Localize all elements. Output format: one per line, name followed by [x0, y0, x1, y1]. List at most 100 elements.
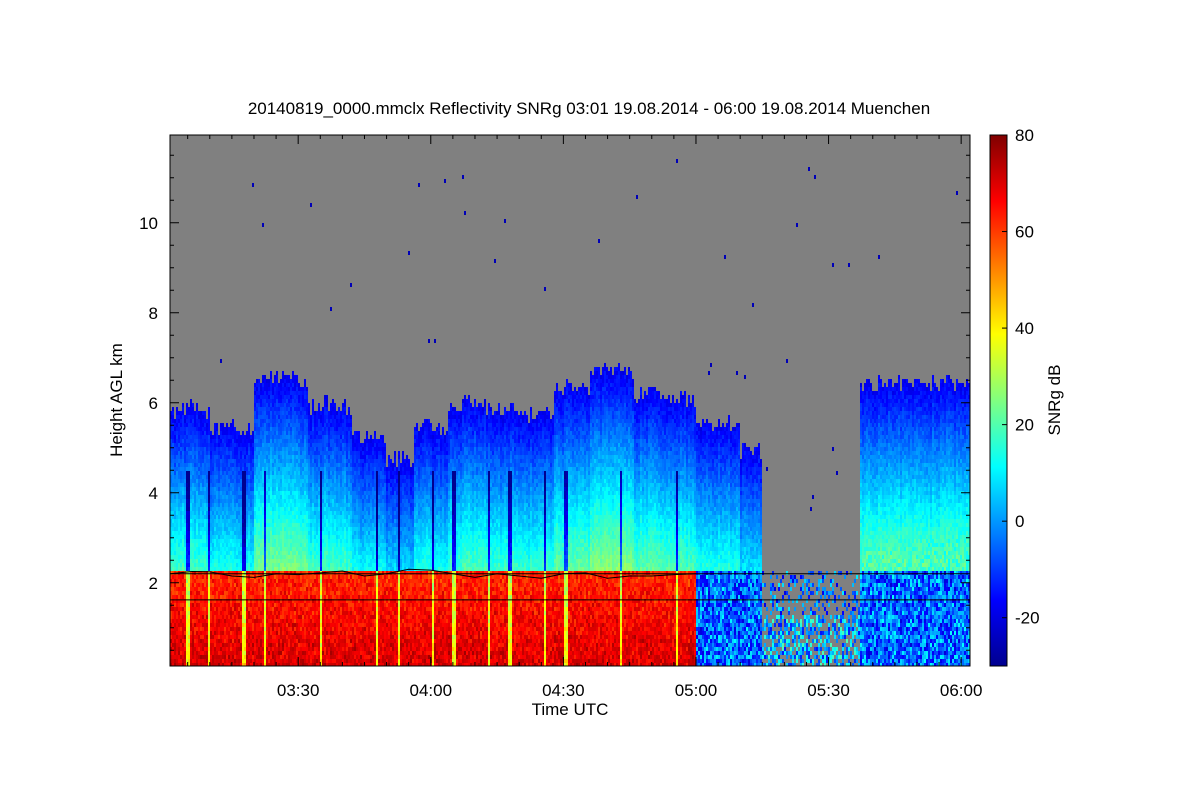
heatmap-cell	[282, 651, 284, 655]
heatmap-cell	[252, 515, 254, 519]
heatmap-cell	[214, 563, 216, 567]
heatmap-cell	[186, 415, 188, 419]
heatmap-cell	[264, 551, 266, 555]
heatmap-cell	[280, 579, 282, 583]
heatmap-cell	[198, 443, 200, 447]
heatmap-cell	[274, 395, 276, 399]
heatmap-cell	[192, 423, 194, 427]
heatmap-cell	[312, 523, 314, 527]
heatmap-cell	[198, 595, 200, 599]
heatmap-cell	[304, 603, 306, 607]
heatmap-cell	[286, 627, 288, 631]
heatmap-cell	[214, 639, 216, 643]
heatmap-cell	[198, 551, 200, 555]
heatmap-cell	[300, 623, 302, 627]
heatmap-cell	[242, 455, 244, 459]
heatmap-cell	[280, 591, 282, 595]
heatmap-cell	[278, 407, 280, 411]
heatmap-cell	[248, 519, 250, 523]
heatmap-cell	[260, 607, 262, 611]
heatmap-cell	[194, 439, 196, 443]
heatmap-cell	[250, 595, 252, 599]
heatmap-cell	[264, 459, 266, 463]
heatmap-cell	[220, 591, 222, 595]
heatmap-cell	[186, 567, 188, 571]
heatmap-cell	[266, 543, 268, 547]
heatmap-cell	[240, 587, 242, 591]
heatmap-cell	[298, 599, 300, 603]
heatmap-cell	[228, 491, 230, 495]
heatmap-cell	[240, 503, 242, 507]
heatmap-cell	[226, 511, 228, 515]
heatmap-cell	[252, 567, 254, 571]
heatmap-cell	[210, 659, 212, 663]
heatmap-cell	[302, 591, 304, 595]
heatmap-cell	[226, 599, 228, 603]
heatmap-cell	[186, 463, 188, 467]
heatmap-cell	[288, 479, 290, 483]
heatmap-cell	[220, 451, 222, 455]
heatmap-cell	[190, 503, 192, 507]
heatmap-cell	[272, 575, 274, 579]
heatmap-cell	[314, 515, 316, 519]
heatmap-cell	[170, 443, 172, 447]
heatmap-cell	[212, 439, 214, 443]
heatmap-cell	[238, 539, 240, 543]
heatmap-cell	[260, 487, 262, 491]
heatmap-cell	[214, 487, 216, 491]
heatmap-cell	[304, 475, 306, 479]
heatmap-cell	[178, 623, 180, 627]
heatmap-cell	[278, 395, 280, 399]
heatmap-cell	[178, 547, 180, 551]
heatmap-cell	[198, 555, 200, 559]
heatmap-cell	[202, 643, 204, 647]
heatmap-cell	[214, 523, 216, 527]
heatmap-cell	[196, 559, 198, 563]
heatmap-cell	[306, 651, 308, 655]
heatmap-cell	[210, 651, 212, 655]
heatmap-cell	[288, 595, 290, 599]
heatmap-cell	[176, 435, 178, 439]
heatmap-cell	[220, 439, 222, 443]
heatmap-cell	[294, 523, 296, 527]
heatmap-cell	[308, 627, 310, 631]
heatmap-cell	[228, 575, 230, 579]
heatmap-cell	[184, 491, 186, 495]
heatmap-cell	[188, 439, 190, 443]
heatmap-cell	[272, 411, 274, 415]
heatmap-cell	[288, 655, 290, 659]
heatmap-cell	[216, 519, 218, 523]
heatmap-cell	[214, 423, 216, 427]
heatmap-cell	[234, 627, 236, 631]
heatmap-cell	[192, 607, 194, 611]
heatmap-cell	[234, 575, 236, 579]
heatmap-cell	[288, 623, 290, 627]
heatmap-cell	[254, 443, 256, 447]
heatmap-cell	[180, 663, 182, 666]
heatmap-cell	[294, 439, 296, 443]
heatmap-cell	[272, 479, 274, 483]
heatmap-cell	[254, 551, 256, 555]
heatmap-cell	[276, 531, 278, 535]
heatmap-cell	[200, 623, 202, 627]
heatmap-cell	[232, 455, 234, 459]
heatmap-cell	[320, 487, 322, 491]
heatmap-cell	[260, 511, 262, 515]
heatmap-cell	[304, 563, 306, 567]
heatmap-cell	[230, 663, 232, 666]
heatmap-cell	[266, 531, 268, 535]
heatmap-cell	[212, 611, 214, 615]
heatmap-cell	[274, 515, 276, 519]
heatmap-cell	[270, 467, 272, 471]
heatmap-cell	[282, 551, 284, 555]
heatmap-cell	[220, 471, 222, 475]
heatmap-cell	[294, 627, 296, 631]
heatmap-cell	[288, 515, 290, 519]
heatmap-cell	[248, 511, 250, 515]
heatmap-cell	[318, 447, 320, 451]
heatmap-cell	[308, 623, 310, 627]
heatmap-cell	[212, 635, 214, 639]
heatmap-cell	[258, 463, 260, 467]
heatmap-cell	[242, 495, 244, 499]
heatmap-cell	[174, 555, 176, 559]
